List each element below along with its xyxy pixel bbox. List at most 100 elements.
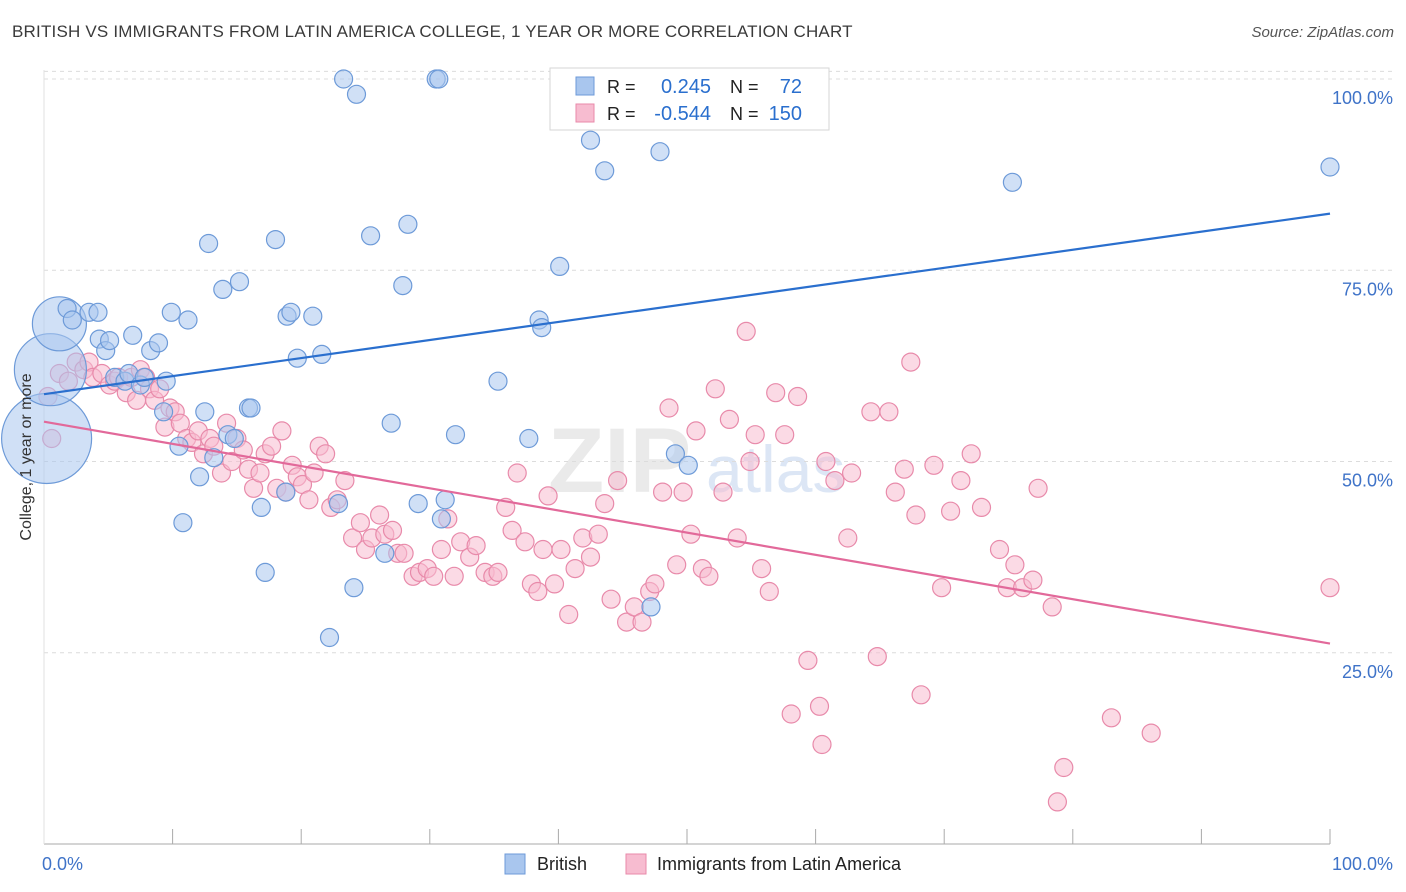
bottom-legend-label-latin[interactable]: Immigrants from Latin America [657, 854, 902, 874]
latin-america-point [601, 589, 621, 609]
chart-title: BRITISH VS IMMIGRANTS FROM LATIN AMERICA… [12, 22, 853, 41]
british-point [195, 402, 215, 422]
y-tick-label: 100.0% [1332, 88, 1393, 108]
latin-america-point [262, 436, 282, 456]
latin-america-point [775, 425, 795, 445]
latin-america-point [894, 459, 914, 479]
latin-america-point [812, 734, 832, 755]
latin-america-point [740, 451, 760, 472]
latin-america-point [766, 383, 786, 403]
latin-america-point [719, 409, 740, 429]
legend-n-value-latin: 150 [769, 103, 802, 125]
latin-america-point [1028, 478, 1048, 498]
latin-america-point [559, 604, 579, 625]
british-point [161, 302, 181, 322]
latin-america-point [1047, 792, 1068, 812]
british-point [319, 627, 340, 648]
latin-america-point [798, 650, 818, 671]
latin-america-point [595, 494, 615, 514]
bottom-legend-swatch-latin[interactable] [625, 853, 647, 875]
latin-america-point [316, 444, 336, 464]
latin-america-point [335, 471, 355, 491]
british-point [580, 130, 601, 150]
latin-america-point [222, 451, 242, 472]
latin-america-point [1005, 555, 1025, 575]
latin-america-point [528, 581, 548, 602]
y-tick-label: 75.0% [1342, 279, 1393, 299]
latin-america-point [781, 704, 801, 724]
bottom-legend-swatch-british[interactable] [504, 853, 526, 875]
latin-america-point [588, 524, 608, 544]
latin-america-point [971, 497, 992, 517]
british-point [99, 331, 120, 351]
latin-america-point [951, 471, 971, 491]
legend-n-label-british: N = [730, 77, 759, 97]
british-point [303, 306, 323, 326]
latin-america-point [394, 543, 414, 563]
british-point [88, 302, 108, 322]
latin-america-point [533, 539, 553, 560]
british-point [204, 448, 224, 468]
latin-america-point [809, 696, 830, 716]
british-point [156, 371, 176, 391]
latin-america-point [382, 520, 403, 541]
latin-america-point [272, 421, 292, 441]
british-point [251, 497, 271, 517]
x-tick-label-max: 100.0% [1332, 854, 1393, 874]
latin-america-point [551, 539, 571, 560]
bottom-legend-label-british[interactable]: British [537, 854, 587, 874]
latin-america-point [659, 398, 679, 418]
latin-america-point [940, 501, 961, 521]
latin-america-point [745, 425, 765, 445]
latin-america-point [250, 463, 270, 483]
latin-america-point [502, 520, 522, 541]
latin-america-point [759, 581, 779, 602]
british-point [665, 444, 686, 464]
latin-america-point [632, 612, 652, 632]
latin-america-point [879, 402, 899, 422]
latin-america-point [861, 402, 881, 422]
british-point [488, 371, 508, 391]
british-trend-line [43, 212, 1331, 396]
latin-america-point [431, 539, 451, 560]
latin-america-point [444, 566, 464, 586]
british-point [173, 513, 193, 533]
british-point [255, 562, 275, 583]
latin-america-point [299, 490, 319, 510]
latin-america-point [816, 451, 836, 472]
latin-america-point [901, 352, 921, 372]
latin-america-point [565, 558, 585, 579]
latin-america-point [867, 646, 887, 667]
latin-america-point [699, 566, 719, 586]
british-point [334, 69, 354, 89]
british-point [0, 392, 93, 485]
legend-r-label-british: R = [607, 77, 636, 97]
british-point [408, 494, 428, 514]
legend-n-label-latin: N = [730, 104, 759, 124]
latin-america-point [466, 535, 486, 556]
latin-america-point [838, 528, 858, 548]
latin-america-point [1101, 708, 1122, 728]
british-point [431, 509, 451, 529]
british-point [393, 276, 413, 296]
latin-america-point [538, 486, 558, 506]
british-point [281, 302, 301, 322]
latin-america-point [673, 482, 693, 502]
british-point [276, 482, 296, 502]
gridlines [44, 70, 1392, 654]
latin-america-point [705, 379, 725, 399]
british-point [62, 310, 82, 330]
british-point [1320, 157, 1340, 177]
latin-america-point [343, 528, 363, 548]
latin-america-point [515, 532, 535, 552]
british-point [650, 142, 670, 162]
british-point [213, 279, 233, 299]
latin-america-trend-line [43, 420, 1331, 645]
british-point [435, 490, 455, 510]
legend-swatch-latin [575, 103, 595, 123]
british-point [123, 325, 143, 345]
british-point [178, 310, 198, 330]
latin-america-point [911, 685, 931, 705]
british-point [375, 543, 395, 563]
